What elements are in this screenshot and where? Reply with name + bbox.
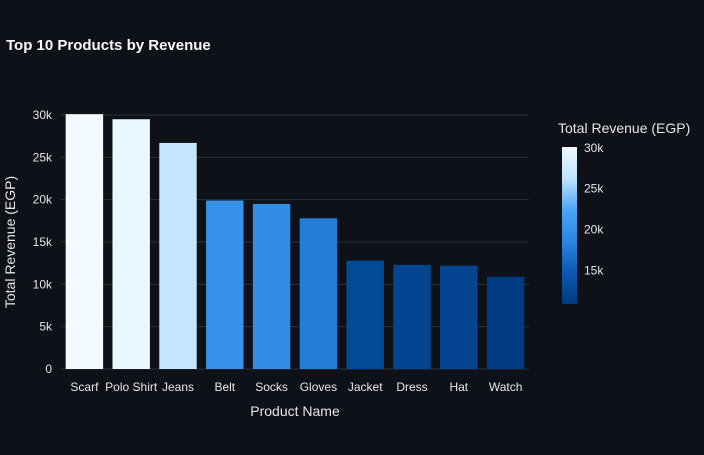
bar-watch[interactable] — [486, 276, 525, 369]
y-tick-label: 30k — [33, 108, 53, 122]
x-tick-label: Jeans — [162, 380, 194, 394]
x-tick-label: Gloves — [300, 380, 337, 394]
colorbar-tick-label: 25k — [584, 182, 604, 196]
colorbar-tick-label: 20k — [584, 223, 604, 237]
bar-polo-shirt[interactable] — [112, 119, 150, 369]
bar-socks[interactable] — [252, 203, 291, 369]
x-axis-label: Product Name — [250, 403, 340, 419]
bar-scarf[interactable] — [65, 114, 104, 369]
bar-jeans[interactable] — [159, 142, 197, 369]
x-tick-label: Watch — [489, 380, 523, 394]
x-tick-label: Socks — [255, 380, 288, 394]
x-tick-label: Hat — [449, 380, 468, 394]
y-tick-label: 10k — [33, 277, 53, 291]
x-tick-label: Dress — [396, 380, 427, 394]
bar-gloves[interactable] — [299, 218, 338, 369]
x-tick-label: Belt — [214, 380, 235, 394]
bar-jacket[interactable] — [346, 260, 384, 369]
y-tick-label: 0 — [45, 362, 52, 376]
y-tick-label: 15k — [33, 235, 53, 249]
y-axis-label: Total Revenue (EGP) — [2, 176, 18, 308]
colorbar-tick-label: 30k — [584, 141, 604, 155]
x-tick-label: Scarf — [70, 380, 99, 394]
bar-belt[interactable] — [206, 200, 244, 369]
y-tick-label: 20k — [33, 193, 53, 207]
colorbar — [562, 147, 577, 304]
chart-title: Top 10 Products by Revenue — [6, 37, 211, 54]
y-tick-label: 25k — [33, 150, 53, 164]
bar-dress[interactable] — [393, 264, 431, 369]
bar-hat[interactable] — [440, 265, 478, 369]
x-tick-label: Jacket — [348, 380, 383, 394]
colorbar-tick-label: 15k — [584, 263, 604, 277]
colorbar-title: Total Revenue (EGP) — [558, 120, 690, 136]
x-tick-label: Polo Shirt — [105, 380, 158, 394]
y-tick-label: 5k — [39, 320, 53, 334]
